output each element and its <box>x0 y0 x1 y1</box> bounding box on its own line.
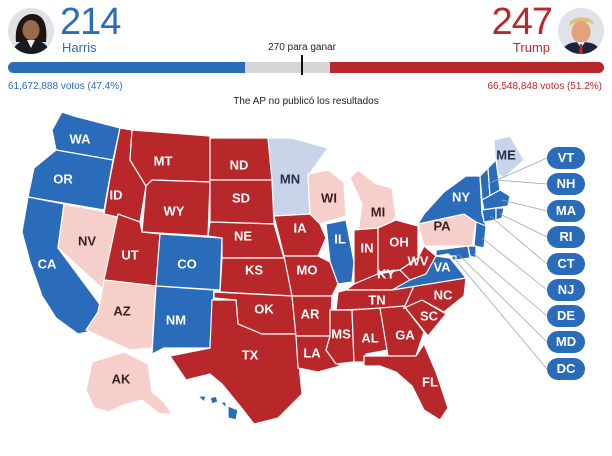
label-co: CO <box>177 256 197 271</box>
label-wa: WA <box>70 131 92 146</box>
label-ok: OK <box>254 301 274 316</box>
label-ky: KY <box>377 266 395 281</box>
label-mn: MN <box>280 171 300 186</box>
label-id: ID <box>110 187 123 202</box>
label-tn: TN <box>368 292 385 307</box>
label-or: OR <box>53 171 73 186</box>
harris-avatar <box>8 8 54 54</box>
trump-popular-votes: 66,548,848 votos (51.2%) <box>487 81 602 92</box>
pill-de[interactable]: DE <box>547 305 585 327</box>
state-ga[interactable] <box>379 305 425 357</box>
label-ga: GA <box>395 327 415 342</box>
pill-nh[interactable]: NH <box>547 173 585 195</box>
label-wy: WY <box>164 203 185 218</box>
label-ar: AR <box>301 306 320 321</box>
label-nm: NM <box>166 312 186 327</box>
threshold-marker <box>301 55 303 75</box>
threshold-label: 270 para ganar <box>268 42 336 53</box>
pill-ri[interactable]: RI <box>547 226 585 248</box>
trump-electoral-count: 247 <box>491 1 553 43</box>
label-pa: PA <box>433 218 451 233</box>
trump-name: Trump <box>512 40 550 55</box>
pill-vt[interactable]: VT <box>547 147 585 169</box>
state-ct-shape[interactable] <box>481 207 497 223</box>
harris-electoral-count: 214 <box>60 1 121 43</box>
label-al: AL <box>361 330 378 345</box>
pill-ct[interactable]: CT <box>547 253 585 275</box>
label-nd: ND <box>230 157 249 172</box>
label-sd: SD <box>232 190 250 205</box>
label-ut: UT <box>121 247 138 262</box>
state-mi[interactable] <box>349 169 397 233</box>
label-ca: CA <box>38 256 57 271</box>
label-ak: AK <box>112 371 131 386</box>
pill-md[interactable]: MD <box>547 331 585 353</box>
state-fl[interactable] <box>363 342 449 421</box>
state-wy[interactable] <box>141 179 211 237</box>
label-hi: HI <box>182 404 195 419</box>
label-mi: MI <box>371 204 385 219</box>
label-az: AZ <box>113 303 130 318</box>
label-me: ME <box>496 147 516 162</box>
label-la: LA <box>303 345 321 360</box>
state-hi[interactable] <box>196 395 239 421</box>
label-ia: IA <box>294 220 308 235</box>
state-ak[interactable] <box>85 351 174 415</box>
label-oh: OH <box>389 234 409 249</box>
harris-name: Harris <box>62 40 97 55</box>
pill-dc[interactable]: DC <box>547 358 585 380</box>
label-il: IL <box>334 231 346 246</box>
label-wi: WI <box>321 190 337 205</box>
state-or[interactable] <box>27 149 114 211</box>
label-fl: FL <box>422 374 438 389</box>
label-nv: NV <box>78 233 96 248</box>
label-in: IN <box>361 240 374 255</box>
label-ny: NY <box>452 189 470 204</box>
state-nj-shape[interactable] <box>473 221 487 249</box>
pill-ma[interactable]: MA <box>547 200 585 222</box>
label-ms: MS <box>331 326 351 341</box>
small-state-leaders <box>453 157 548 370</box>
label-tx: TX <box>242 347 259 362</box>
label-sc: SC <box>420 308 439 323</box>
label-wv: WV <box>408 253 429 268</box>
label-nc: NC <box>434 287 453 302</box>
label-mt: MT <box>154 153 173 168</box>
pill-nj[interactable]: NJ <box>547 279 585 301</box>
label-mo: MO <box>297 262 318 277</box>
state-ma-shape[interactable] <box>481 189 511 211</box>
harris-popular-votes: 61,672,888 votos (47.4%) <box>8 81 123 92</box>
trump-avatar <box>558 8 604 54</box>
electoral-progress-bar <box>8 62 604 73</box>
trump-bar-fill <box>330 62 604 73</box>
harris-bar-fill <box>8 62 246 73</box>
state-nm[interactable] <box>151 285 215 356</box>
label-ne: NE <box>234 228 252 243</box>
results-note: The AP no publicó los resultados <box>233 96 379 107</box>
label-ks: KS <box>245 262 263 277</box>
label-va: VA <box>433 259 451 274</box>
state-ny[interactable] <box>416 175 490 234</box>
state-tx[interactable] <box>169 299 303 425</box>
